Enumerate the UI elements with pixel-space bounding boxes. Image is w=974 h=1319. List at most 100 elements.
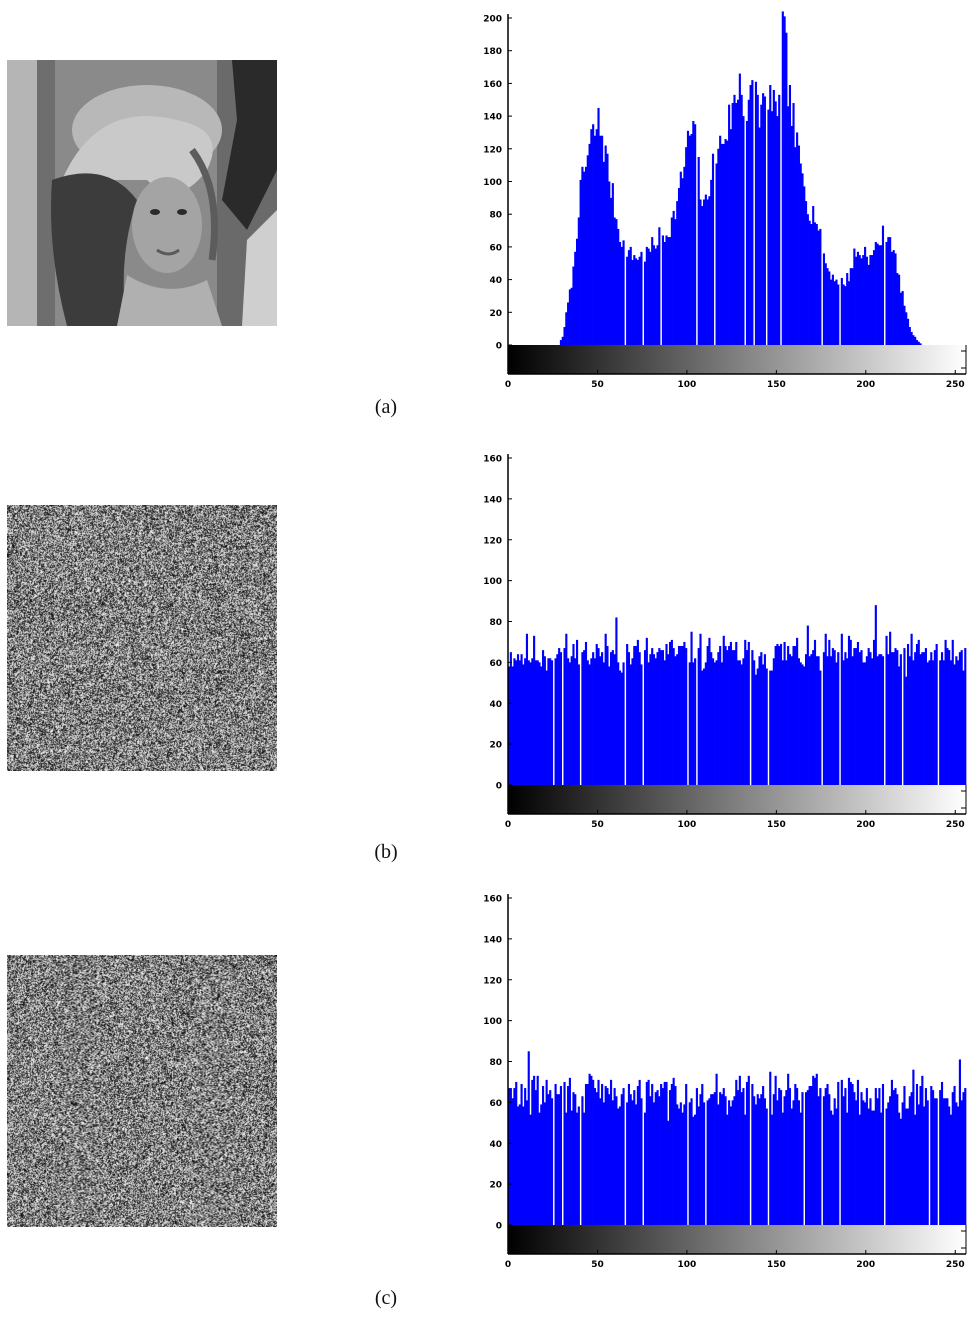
- histogram-bar: [796, 637, 799, 785]
- histogram-bar: [790, 1108, 793, 1225]
- histogram-bar: [635, 646, 638, 785]
- histogram-bar: [803, 186, 806, 345]
- histogram-bar: [912, 1069, 915, 1225]
- histogram-bar: [878, 1088, 881, 1225]
- histogram-bar: [633, 1090, 636, 1225]
- histogram-bar: [862, 255, 865, 345]
- histogram-bar: [549, 658, 552, 785]
- histogram-bar: [677, 1108, 681, 1225]
- histogram-bar: [649, 654, 652, 785]
- histogram-bar: [509, 652, 512, 785]
- x-tick-label: 0: [505, 380, 511, 390]
- histogram-bar: [593, 1088, 597, 1225]
- histogram-bar: [622, 1088, 625, 1225]
- histogram-bar: [774, 1075, 777, 1225]
- histogram-bar: [577, 664, 580, 785]
- histogram-bar: [636, 639, 639, 785]
- histogram-bar: [796, 1088, 799, 1225]
- histogram-bar: [915, 340, 919, 345]
- histogram-bar: [822, 652, 826, 785]
- histogram-bar: [864, 662, 867, 786]
- histogram-bar: [853, 248, 856, 345]
- histogram-bar: [817, 1096, 820, 1225]
- histogram-bar: [645, 1081, 648, 1225]
- histogram-bar: [844, 286, 847, 345]
- lena-image: [7, 60, 277, 326]
- histogram-bar: [679, 646, 682, 785]
- histogram-bar: [658, 1096, 661, 1225]
- histogram-bar: [618, 242, 622, 345]
- histogram-bar: [763, 1098, 766, 1225]
- histogram-bar: [810, 1086, 813, 1225]
- histogram-bar: [710, 179, 713, 345]
- histogram-bar: [690, 1098, 693, 1225]
- histogram-bar: [735, 1079, 738, 1225]
- histogram-bar: [948, 1106, 951, 1225]
- histogram-bar: [751, 650, 754, 785]
- histogram-bar: [549, 1090, 552, 1225]
- histogram-bar: [851, 1083, 854, 1225]
- histogram-bar: [912, 660, 915, 785]
- histogram-bar: [563, 327, 566, 345]
- panel-label-a: (a): [374, 396, 398, 418]
- histogram-bar: [592, 652, 595, 785]
- histogram-bar: [570, 287, 573, 345]
- histogram-bar: [880, 245, 883, 345]
- histogram-bar: [615, 1096, 618, 1225]
- histogram-bar: [737, 99, 740, 345]
- histogram-bar: [790, 656, 793, 785]
- histogram-bar: [867, 264, 870, 345]
- panel-label-c: (c): [374, 1287, 398, 1309]
- histogram-bar: [720, 1094, 724, 1225]
- histogram-bar: [601, 652, 604, 785]
- histogram-bar: [898, 274, 901, 345]
- histogram-bar: [604, 633, 607, 785]
- histogram-bar: [728, 1100, 731, 1225]
- histogram-bar: [550, 660, 554, 785]
- histogram-bar: [581, 652, 584, 785]
- histogram-bar: [584, 641, 588, 785]
- panel-c: 0 20 40 60 80 100 120 140 160 0 50 100 150 200 250 (c): [0, 880, 974, 1319]
- histogram-bar: [758, 127, 761, 345]
- histogram-bar: [636, 1086, 639, 1225]
- histogram-bar: [509, 1088, 512, 1225]
- histogram-bar: [667, 1120, 670, 1225]
- histogram-bar: [946, 648, 949, 785]
- histogram-bar: [711, 1094, 715, 1225]
- histogram-bar: [930, 1086, 933, 1225]
- histogram-bar: [713, 662, 716, 786]
- histogram-bar: [701, 1083, 704, 1225]
- histogram-bar: [683, 641, 686, 785]
- histogram-bar: [669, 641, 672, 785]
- histogram-bar: [683, 166, 686, 345]
- histogram-bar: [851, 656, 854, 785]
- histogram-bar: [846, 1112, 849, 1225]
- histogram-bar: [833, 1098, 836, 1225]
- histogram-bar: [575, 238, 579, 345]
- encrypted-image-b: [7, 505, 277, 771]
- histogram-bar: [694, 658, 697, 785]
- x-tick-label: 150: [767, 380, 786, 390]
- histogram-bar: [899, 292, 902, 345]
- histogram-bar: [541, 650, 545, 785]
- histogram-bar: [672, 648, 675, 785]
- histogram-bar: [887, 1102, 890, 1226]
- histogram-bar: [830, 1110, 833, 1225]
- histogram-bar: [615, 617, 618, 785]
- histogram-bar: [674, 219, 677, 345]
- histogram-bar: [778, 1088, 781, 1225]
- histogram-bar: [609, 197, 613, 345]
- histogram-bar: [869, 255, 872, 345]
- histogram-bar: [588, 664, 591, 785]
- histogram-bar: [960, 650, 963, 785]
- histogram-bar: [908, 656, 911, 785]
- histogram-bar: [608, 1094, 611, 1225]
- histogram-bar: [915, 643, 919, 785]
- histogram-bar: [846, 273, 849, 345]
- histogram-b: 0 20 40 60 80 100 120 140 160 0 50 100 150 200 250: [483, 454, 967, 830]
- histogram-bar: [561, 336, 564, 345]
- histogram-bar: [905, 312, 908, 345]
- histogram-bar: [960, 1100, 963, 1225]
- histogram-bar: [915, 1083, 919, 1225]
- histogram-bar: [715, 163, 718, 345]
